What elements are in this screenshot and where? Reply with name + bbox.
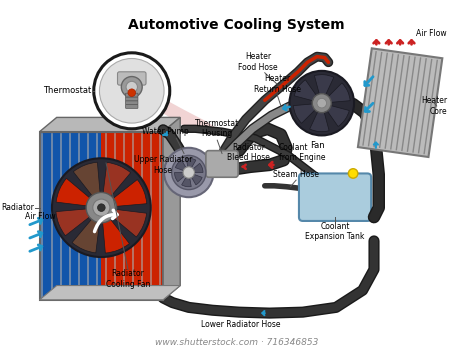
Circle shape: [86, 193, 117, 223]
Circle shape: [312, 94, 331, 112]
Wedge shape: [56, 207, 101, 236]
Circle shape: [126, 81, 137, 93]
Polygon shape: [40, 132, 101, 300]
Text: Thermostat
Housing: Thermostat Housing: [195, 119, 239, 138]
Circle shape: [171, 155, 206, 190]
Text: Automotive Cooling System: Automotive Cooling System: [128, 17, 345, 32]
Text: Heater
Food Hose: Heater Food Hose: [238, 52, 278, 72]
Wedge shape: [176, 160, 189, 173]
Wedge shape: [182, 173, 191, 187]
Polygon shape: [101, 132, 163, 300]
Polygon shape: [163, 118, 180, 300]
Wedge shape: [175, 173, 189, 182]
Wedge shape: [101, 207, 147, 237]
Wedge shape: [72, 207, 101, 253]
Text: Steam Hose: Steam Hose: [273, 170, 319, 179]
Circle shape: [128, 89, 135, 96]
Text: Lower Radiator Hose: Lower Radiator Hose: [201, 320, 281, 329]
Wedge shape: [310, 103, 329, 132]
Text: www.shutterstock.com · 716346853: www.shutterstock.com · 716346853: [154, 338, 318, 347]
Circle shape: [183, 167, 194, 178]
Text: Air Flow: Air Flow: [25, 213, 56, 221]
Text: Upper Radiator
Hose: Upper Radiator Hose: [134, 155, 192, 175]
Polygon shape: [40, 118, 180, 132]
Text: Radiator: Radiator: [1, 203, 34, 212]
Wedge shape: [73, 162, 101, 207]
Circle shape: [289, 71, 354, 135]
Text: Air Flow: Air Flow: [416, 29, 446, 38]
Polygon shape: [358, 48, 442, 157]
Text: Heater
Core: Heater Core: [421, 96, 447, 116]
Wedge shape: [189, 173, 202, 185]
Text: Radiator
Bleed Hose: Radiator Bleed Hose: [227, 143, 270, 162]
Circle shape: [93, 199, 110, 216]
Wedge shape: [56, 178, 101, 207]
Text: Thermostat: Thermostat: [43, 86, 91, 95]
FancyBboxPatch shape: [117, 72, 146, 85]
Wedge shape: [322, 83, 350, 103]
Wedge shape: [101, 162, 130, 207]
FancyBboxPatch shape: [126, 93, 138, 97]
FancyBboxPatch shape: [299, 174, 371, 221]
FancyBboxPatch shape: [126, 101, 138, 104]
Text: Coolant
from Engine: Coolant from Engine: [279, 143, 325, 162]
Circle shape: [94, 53, 170, 129]
Polygon shape: [158, 98, 217, 135]
Circle shape: [98, 204, 105, 211]
Wedge shape: [101, 207, 130, 253]
Text: Radiator
Cooling Fan: Radiator Cooling Fan: [106, 269, 150, 289]
Circle shape: [52, 158, 151, 257]
FancyBboxPatch shape: [126, 104, 138, 108]
Polygon shape: [40, 285, 180, 300]
Circle shape: [99, 59, 164, 123]
Text: Fan: Fan: [310, 141, 324, 150]
FancyBboxPatch shape: [126, 97, 138, 101]
Text: Water Pump: Water Pump: [142, 127, 189, 136]
Wedge shape: [189, 163, 203, 173]
Circle shape: [317, 98, 327, 108]
Text: Heater
Return Hose: Heater Return Hose: [254, 74, 301, 94]
Text: Coolant
Expansion Tank: Coolant Expansion Tank: [306, 222, 365, 241]
Circle shape: [122, 76, 142, 98]
Wedge shape: [293, 103, 322, 123]
Circle shape: [164, 148, 213, 197]
Wedge shape: [294, 80, 322, 103]
Wedge shape: [101, 179, 147, 207]
Wedge shape: [186, 158, 196, 173]
Circle shape: [348, 169, 358, 178]
Wedge shape: [322, 103, 349, 127]
Wedge shape: [315, 75, 334, 103]
FancyBboxPatch shape: [206, 151, 238, 177]
